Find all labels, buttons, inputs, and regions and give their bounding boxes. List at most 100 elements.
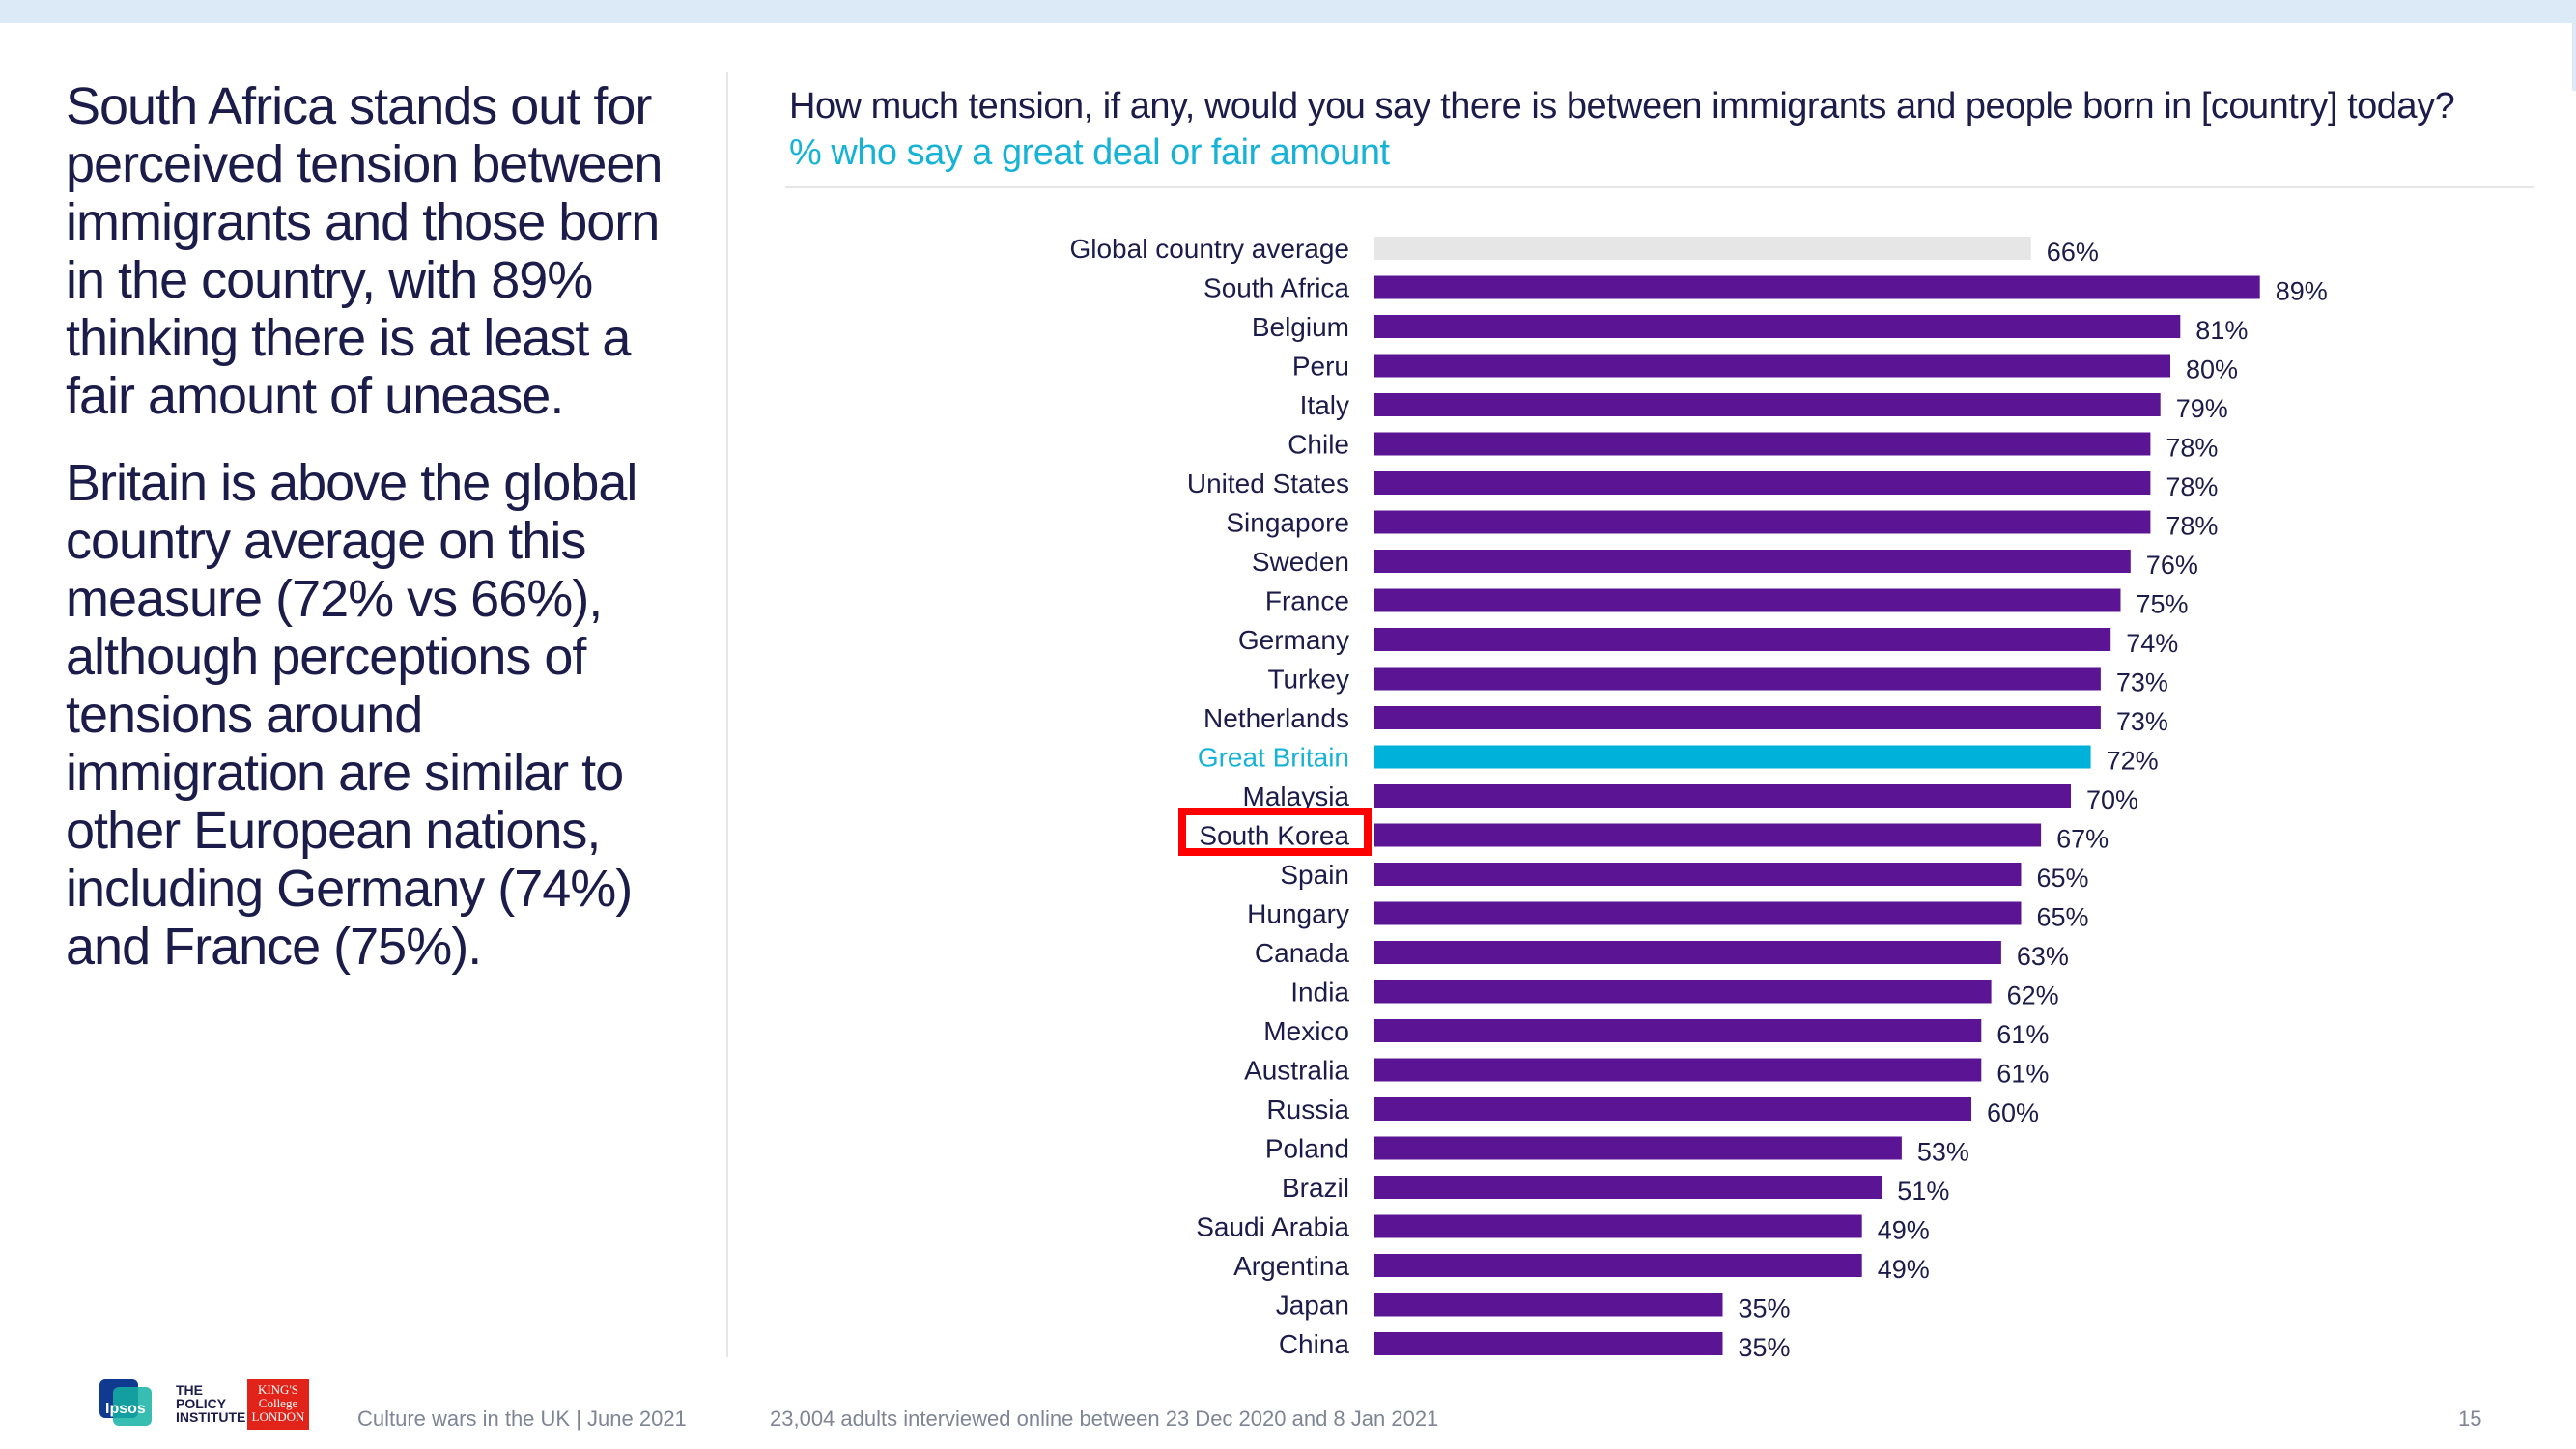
value-label-turkey: 73%: [2116, 668, 2168, 697]
bar-brazil: [1374, 1176, 1882, 1199]
category-label-spain: Spain: [1280, 860, 1349, 890]
chart-title: How much tension, if any, would you say …: [789, 86, 2455, 127]
value-label-canada: 63%: [2017, 942, 2069, 971]
category-label-india: India: [1290, 978, 1349, 1008]
category-label-south-africa: South Africa: [1203, 273, 1349, 303]
bar-india: [1374, 980, 1992, 1004]
value-label-hungary: 65%: [2037, 903, 2089, 932]
category-label-germany: Germany: [1238, 625, 1349, 655]
value-label-malaysia: 70%: [2086, 785, 2138, 814]
category-label-peru: Peru: [1292, 352, 1349, 382]
category-label-chile: Chile: [1288, 430, 1349, 460]
category-label-hungary: Hungary: [1247, 899, 1349, 929]
value-label-italy: 79%: [2176, 394, 2228, 423]
value-label-netherlands: 73%: [2116, 707, 2168, 736]
category-label-japan: Japan: [1276, 1291, 1349, 1321]
commentary-paragraph-1: South Africa stands out for perceived te…: [66, 77, 663, 425]
chart-subtitle: % who say a great deal or fair amount: [789, 132, 1390, 173]
value-label-poland: 53%: [1917, 1138, 1969, 1167]
bar-united-states: [1374, 471, 2151, 495]
bar-france: [1374, 588, 2121, 612]
value-label-great-britain: 72%: [2107, 747, 2159, 776]
footer-methodology: 23,004 adults interviewed online between…: [770, 1406, 1439, 1431]
policy-institute-logo: THE POLICY INSTITUTE: [176, 1382, 246, 1425]
bar-spain: [1374, 863, 2022, 886]
value-label-chile: 78%: [2166, 434, 2218, 463]
value-label-germany: 74%: [2126, 629, 2178, 658]
kings-college-logo: KING'S College LONDON: [247, 1379, 309, 1430]
category-label-poland: Poland: [1265, 1134, 1349, 1164]
category-label-great-britain: Great Britain: [1198, 743, 1349, 773]
category-label-sweden: Sweden: [1252, 547, 1349, 577]
category-label-malaysia: Malaysia: [1243, 781, 1350, 811]
value-label-south-africa: 89%: [2276, 277, 2328, 306]
category-label-brazil: Brazil: [1282, 1173, 1349, 1203]
value-label-india: 62%: [2007, 981, 2059, 1010]
bar-sweden: [1374, 550, 2131, 573]
category-label-turkey: Turkey: [1267, 665, 1349, 695]
vertical-divider: [726, 72, 728, 1357]
bar-canada: [1374, 941, 2001, 964]
bar-chile: [1374, 432, 2151, 456]
bar-australia: [1374, 1058, 1982, 1082]
category-label-belgium: Belgium: [1252, 312, 1349, 342]
value-label-saudi-arabia: 49%: [1878, 1216, 1930, 1245]
category-label-singapore: Singapore: [1226, 508, 1349, 538]
bar-south-africa: [1374, 275, 2260, 299]
footer-publication: Culture wars in the UK | June 2021: [357, 1406, 687, 1431]
value-label-belgium: 81%: [2195, 316, 2248, 345]
bar-belgium: [1374, 315, 2181, 338]
highlight-box-south-korea: [1178, 808, 1372, 856]
category-label-mexico: Mexico: [1263, 1016, 1349, 1046]
ipsos-logo: Ipsos: [99, 1379, 153, 1428]
bar-argentina: [1374, 1254, 1862, 1277]
category-label-argentina: Argentina: [1233, 1251, 1349, 1281]
value-label-australia: 61%: [1996, 1060, 2049, 1089]
right-edge-band: [2572, 23, 2576, 91]
value-label-united-states: 78%: [2166, 472, 2218, 501]
commentary-panel: South Africa stands out for perceived te…: [66, 77, 684, 1005]
bar-hungary: [1374, 901, 2022, 925]
category-label-saudi-arabia: Saudi Arabia: [1196, 1212, 1349, 1242]
bar-japan: [1374, 1293, 1723, 1317]
category-label-italy: Italy: [1300, 390, 1349, 420]
value-label-mexico: 61%: [1996, 1020, 2049, 1049]
category-label-netherlands: Netherlands: [1203, 703, 1349, 733]
ipsos-logo-text: Ipsos: [105, 1401, 146, 1417]
category-label-united-states: United States: [1187, 469, 1349, 498]
bar-germany: [1374, 628, 2111, 651]
footer-page-number: 15: [2458, 1406, 2482, 1431]
bar-malaysia: [1374, 784, 2071, 808]
top-band: [0, 0, 2576, 23]
bar-mexico: [1374, 1019, 1982, 1042]
value-label-singapore: 78%: [2166, 512, 2218, 541]
category-label-global-country-average: Global country average: [1069, 234, 1349, 264]
bar-netherlands: [1374, 706, 2101, 729]
value-label-argentina: 49%: [1878, 1255, 1930, 1284]
category-label-china: China: [1279, 1329, 1350, 1359]
bar-singapore: [1374, 510, 2151, 534]
value-label-russia: 60%: [1987, 1098, 2039, 1127]
bar-global-country-average: [1374, 237, 2031, 260]
value-label-south-korea: 67%: [2056, 825, 2109, 854]
value-label-sweden: 76%: [2146, 551, 2198, 580]
value-label-china: 35%: [1739, 1333, 1791, 1362]
category-label-russia: Russia: [1266, 1094, 1349, 1124]
title-divider: [785, 186, 2534, 188]
bar-great-britain: [1374, 745, 2091, 769]
value-label-global-country-average: 66%: [2047, 238, 2099, 267]
bar-south-korea: [1374, 823, 2042, 847]
value-label-brazil: 51%: [1897, 1177, 1949, 1206]
bar-russia: [1374, 1097, 1971, 1121]
category-label-south-korea: South Korea: [1199, 821, 1349, 851]
bar-peru: [1374, 354, 2170, 378]
value-label-peru: 80%: [2186, 355, 2238, 384]
category-label-france: France: [1265, 586, 1349, 616]
commentary-paragraph-2: Britain is above the global country aver…: [66, 454, 637, 976]
category-label-canada: Canada: [1255, 938, 1350, 968]
bar-poland: [1374, 1136, 1902, 1160]
category-label-australia: Australia: [1244, 1056, 1349, 1086]
value-label-france: 75%: [2137, 590, 2189, 619]
bar-china: [1374, 1332, 1723, 1355]
